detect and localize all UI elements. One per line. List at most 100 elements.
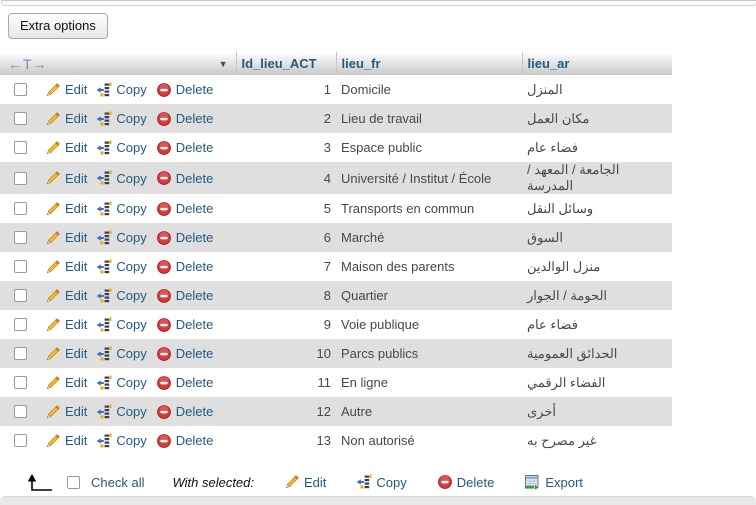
check-all-link[interactable]: Check all xyxy=(91,474,145,490)
pencil-icon xyxy=(46,317,60,331)
check-all-checkbox[interactable] xyxy=(67,475,80,489)
delete-link[interactable]: Delete xyxy=(156,111,213,127)
id-cell: 4 xyxy=(236,162,336,194)
row-checkbox[interactable] xyxy=(14,376,27,389)
delete-link[interactable]: Delete xyxy=(156,230,213,246)
edit-link[interactable]: Edit xyxy=(45,82,87,98)
edit-link[interactable]: Edit xyxy=(45,201,87,217)
copy-link[interactable]: Copy xyxy=(96,345,147,362)
copy-link[interactable]: Copy xyxy=(96,287,147,304)
lieu-fr-cell: Maison des parents xyxy=(341,259,455,274)
edit-link[interactable]: Edit xyxy=(45,259,87,275)
edit-link[interactable]: Edit xyxy=(45,433,87,449)
row-actions-cell: Edit Copy Delete xyxy=(0,75,236,104)
with-selected-label: With selected: xyxy=(172,474,254,490)
delete-link[interactable]: Delete xyxy=(156,404,213,420)
column-header-lieu-ar[interactable]: lieu_ar xyxy=(521,52,672,75)
column-header-lieu-fr[interactable]: lieu_fr xyxy=(335,52,522,75)
lieu-ar-cell: فضاء عام xyxy=(527,316,578,332)
copy-link[interactable]: Copy xyxy=(96,200,147,217)
copy-link[interactable]: Copy xyxy=(96,316,147,333)
delete-link[interactable]: Delete xyxy=(156,375,213,391)
edit-label: Edit xyxy=(65,201,88,216)
id-cell: 1 xyxy=(323,82,331,97)
id-cell: 7 xyxy=(323,259,331,274)
edit-label: Edit xyxy=(65,111,88,126)
table-row: Edit Copy Delete 8 Quartier الحومة / الج… xyxy=(0,281,672,310)
copy-link[interactable]: Copy xyxy=(96,229,147,246)
copy-link[interactable]: Copy xyxy=(96,258,147,275)
selected-export-link[interactable]: Export xyxy=(524,474,583,491)
lieu-fr-cell: Domicile xyxy=(341,82,391,97)
delete-link[interactable]: Delete xyxy=(156,170,213,186)
sort-dropdown-icon[interactable]: ▼ xyxy=(218,58,228,69)
lieu-fr-cell: Marché xyxy=(336,223,522,252)
row-checkbox[interactable] xyxy=(14,260,27,273)
row-actions-cell: Edit Copy Delete xyxy=(0,252,236,281)
delete-label: Delete xyxy=(175,346,214,361)
table-row: Edit Copy Delete 12 Autre أخرى xyxy=(0,397,672,426)
selected-delete-link[interactable]: Delete xyxy=(437,474,494,490)
row-checkbox[interactable] xyxy=(14,83,27,96)
row-checkbox[interactable] xyxy=(14,202,27,215)
column-header-id[interactable]: Id_lieu_ACT xyxy=(235,52,336,75)
row-checkbox[interactable] xyxy=(14,347,27,360)
delete-label: Delete xyxy=(175,82,214,97)
id-cell: 9 xyxy=(323,317,331,332)
id-cell: 3 xyxy=(323,140,331,155)
edit-link[interactable]: Edit xyxy=(45,317,87,333)
row-checkbox[interactable] xyxy=(14,141,27,154)
pencil-icon xyxy=(46,288,60,302)
delete-link[interactable]: Delete xyxy=(156,317,213,333)
delete-link[interactable]: Delete xyxy=(156,346,214,362)
copy-link[interactable]: Copy xyxy=(96,374,147,391)
delete-link[interactable]: Delete xyxy=(156,288,213,304)
extra-options-button[interactable]: Extra options xyxy=(8,13,108,39)
row-checkbox[interactable] xyxy=(14,171,27,185)
copy-link[interactable]: Copy xyxy=(96,81,147,98)
copy-icon xyxy=(97,432,112,447)
selected-edit-link[interactable]: Edit xyxy=(284,474,326,490)
delete-link[interactable]: Delete xyxy=(156,82,214,98)
delete-label: Delete xyxy=(175,201,214,216)
delete-link[interactable]: Delete xyxy=(156,259,213,275)
delete-link[interactable]: Delete xyxy=(156,433,213,449)
selected-copy-link[interactable]: Copy xyxy=(356,474,407,490)
copy-label: Copy xyxy=(116,259,147,274)
edit-link[interactable]: Edit xyxy=(45,288,87,304)
edit-link[interactable]: Edit xyxy=(45,375,87,391)
copy-link[interactable]: Copy xyxy=(96,139,147,156)
row-actions-cell: Edit Copy Delete xyxy=(0,368,236,397)
row-checkbox[interactable] xyxy=(14,231,27,244)
delete-icon xyxy=(156,346,171,361)
column-order-icon[interactable]: ←T→ xyxy=(8,55,48,72)
delete-icon xyxy=(156,170,171,185)
copy-link[interactable]: Copy xyxy=(96,403,147,420)
edit-label: Edit xyxy=(65,259,88,274)
row-checkbox[interactable] xyxy=(14,405,27,418)
edit-link[interactable]: Edit xyxy=(45,111,87,127)
pencil-icon xyxy=(46,375,60,389)
edit-link[interactable]: Edit xyxy=(45,230,87,246)
delete-link[interactable]: Delete xyxy=(156,201,214,217)
grid-body: Edit Copy Delete 1 Domicile المنزل xyxy=(0,75,672,455)
delete-icon xyxy=(156,433,171,448)
row-checkbox[interactable] xyxy=(14,289,27,302)
edit-link[interactable]: Edit xyxy=(45,170,87,186)
copy-link[interactable]: Copy xyxy=(96,432,147,449)
copy-link[interactable]: Copy xyxy=(96,170,147,186)
copy-label: Copy xyxy=(116,317,147,332)
row-checkbox[interactable] xyxy=(14,112,27,125)
copy-label: Copy xyxy=(116,288,147,303)
copy-link[interactable]: Copy xyxy=(96,110,147,127)
lieu-ar-cell: أخرى xyxy=(522,397,672,426)
edit-link[interactable]: Edit xyxy=(45,140,87,156)
edit-link[interactable]: Edit xyxy=(45,404,87,420)
delete-link[interactable]: Delete xyxy=(156,140,213,156)
row-checkbox[interactable] xyxy=(14,434,27,447)
row-checkbox[interactable] xyxy=(14,318,27,331)
copy-icon xyxy=(97,316,112,331)
copy-label: Copy xyxy=(116,404,147,419)
edit-link[interactable]: Edit xyxy=(45,346,87,362)
copy-icon xyxy=(97,258,112,273)
